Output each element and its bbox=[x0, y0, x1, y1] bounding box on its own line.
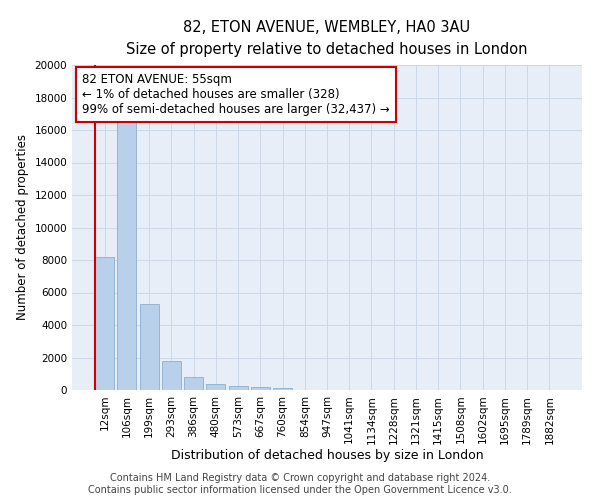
X-axis label: Distribution of detached houses by size in London: Distribution of detached houses by size … bbox=[170, 449, 484, 462]
Text: Contains HM Land Registry data © Crown copyright and database right 2024.
Contai: Contains HM Land Registry data © Crown c… bbox=[88, 474, 512, 495]
Bar bbox=[162, 361, 181, 390]
Bar bbox=[229, 386, 248, 390]
Text: 82 ETON AVENUE: 55sqm
← 1% of detached houses are smaller (328)
99% of semi-deta: 82 ETON AVENUE: 55sqm ← 1% of detached h… bbox=[82, 73, 390, 116]
Y-axis label: Number of detached properties: Number of detached properties bbox=[16, 134, 29, 320]
Bar bbox=[206, 384, 225, 390]
Bar bbox=[140, 304, 158, 390]
Bar bbox=[118, 122, 136, 390]
Bar bbox=[273, 388, 292, 390]
Bar bbox=[251, 387, 270, 390]
Title: 82, ETON AVENUE, WEMBLEY, HA0 3AU
Size of property relative to detached houses i: 82, ETON AVENUE, WEMBLEY, HA0 3AU Size o… bbox=[126, 20, 528, 57]
Bar bbox=[184, 377, 203, 390]
Bar bbox=[95, 257, 114, 390]
